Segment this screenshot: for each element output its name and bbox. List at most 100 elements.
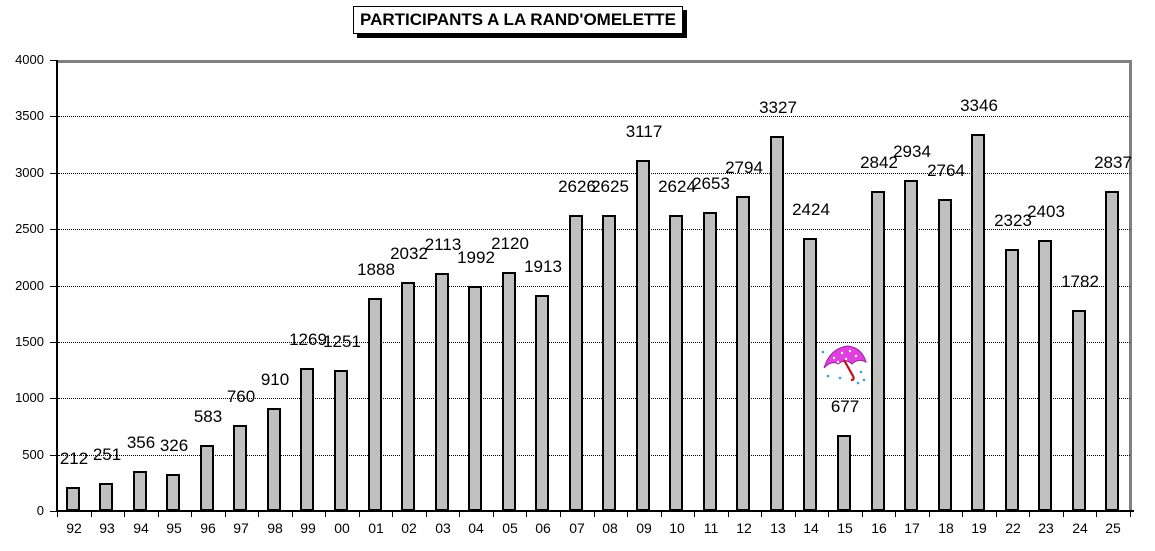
data-label: 3117: [625, 122, 663, 141]
x-tick-label: 02: [401, 520, 417, 536]
x-tick: [325, 510, 326, 517]
gridline: [58, 286, 1130, 287]
x-tick: [627, 510, 628, 517]
bar-92: [66, 487, 80, 511]
bar-19: [971, 134, 985, 511]
gridline: [58, 173, 1130, 174]
bar-11: [703, 212, 717, 511]
bar-01: [368, 298, 382, 511]
x-tick: [1063, 510, 1064, 517]
y-tick-label: 2000: [15, 278, 44, 293]
data-label: 2934: [893, 142, 931, 161]
x-tick-label: 10: [669, 520, 685, 536]
bar-25: [1105, 191, 1119, 511]
x-tick: [694, 510, 695, 517]
data-label: 1269: [289, 330, 327, 349]
x-tick: [258, 510, 259, 517]
x-tick-label: 03: [435, 520, 451, 536]
bar-05: [502, 272, 516, 511]
y-axis-line: [56, 60, 58, 512]
x-tick: [158, 510, 159, 517]
chart-title: PARTICIPANTS A LA RAND'OMELETTE: [353, 6, 684, 34]
y-tick: [50, 116, 56, 117]
x-tick-label: 24: [1072, 520, 1088, 536]
bar-10: [669, 215, 683, 511]
x-tick-label: 22: [1005, 520, 1021, 536]
bar-93: [99, 483, 113, 511]
x-tick-label: 18: [938, 520, 954, 536]
data-label: 2842: [860, 153, 898, 172]
data-label: 251: [92, 445, 122, 464]
x-tick: [392, 510, 393, 517]
x-tick: [661, 510, 662, 517]
bar-14: [803, 238, 817, 511]
y-tick: [50, 60, 56, 61]
data-label: 1782: [1061, 272, 1099, 291]
data-label: 1888: [357, 260, 395, 279]
umbrella-rain-icon: [821, 345, 867, 385]
bar-18: [938, 199, 952, 511]
x-tick-label: 93: [99, 520, 115, 536]
x-tick-label: 99: [300, 520, 316, 536]
bar-17: [904, 180, 918, 511]
x-tick-label: 19: [971, 520, 987, 536]
bar-16: [871, 191, 885, 511]
bar-22: [1005, 249, 1019, 511]
gridline: [58, 116, 1130, 117]
x-tick-label: 95: [166, 520, 182, 536]
x-tick: [91, 510, 92, 517]
x-tick: [929, 510, 930, 517]
x-tick: [828, 510, 829, 517]
x-tick-label: 14: [803, 520, 819, 536]
x-tick: [1096, 510, 1097, 517]
bar-12: [736, 196, 750, 511]
x-tick-label: 23: [1038, 520, 1054, 536]
x-tick: [57, 510, 58, 517]
y-tick: [50, 173, 56, 174]
y-tick-label: 4000: [15, 52, 44, 67]
y-tick-label: 3000: [15, 165, 44, 180]
data-label: 326: [159, 436, 189, 455]
data-label: 2794: [725, 158, 763, 177]
bar-23: [1038, 240, 1052, 511]
x-tick: [459, 510, 460, 517]
x-tick: [124, 510, 125, 517]
x-tick-label: 17: [904, 520, 920, 536]
y-tick-label: 1000: [15, 390, 44, 405]
x-tick: [225, 510, 226, 517]
gridline: [58, 342, 1130, 343]
bar-15: [837, 435, 851, 511]
data-label: 583: [193, 407, 223, 426]
gridline: [58, 455, 1130, 456]
bar-98: [267, 408, 281, 511]
data-label: 2653: [692, 174, 730, 193]
y-tick-label: 1500: [15, 334, 44, 349]
bar-09: [636, 160, 650, 511]
data-label: 1913: [524, 257, 562, 276]
x-tick: [1130, 510, 1131, 517]
x-tick-label: 07: [569, 520, 585, 536]
x-axis-line: [56, 510, 1134, 512]
x-tick: [493, 510, 494, 517]
x-tick: [594, 510, 595, 517]
data-label: 1251: [323, 332, 361, 351]
data-label: 2120: [491, 234, 529, 253]
x-tick: [895, 510, 896, 517]
data-label: 356: [126, 433, 156, 452]
data-label: 212: [59, 449, 89, 468]
x-tick-label: 92: [66, 520, 82, 536]
data-label: 760: [226, 387, 256, 406]
x-tick: [728, 510, 729, 517]
data-label: 2424: [792, 200, 830, 219]
x-tick-label: 05: [502, 520, 518, 536]
x-tick-label: 98: [267, 520, 283, 536]
bar-94: [133, 471, 147, 511]
bar-99: [300, 368, 314, 511]
x-tick-label: 94: [133, 520, 149, 536]
gridline: [58, 229, 1130, 230]
x-tick: [962, 510, 963, 517]
bar-97: [233, 425, 247, 511]
x-tick-label: 12: [736, 520, 752, 536]
x-tick-label: 16: [871, 520, 887, 536]
data-label: 910: [260, 370, 290, 389]
